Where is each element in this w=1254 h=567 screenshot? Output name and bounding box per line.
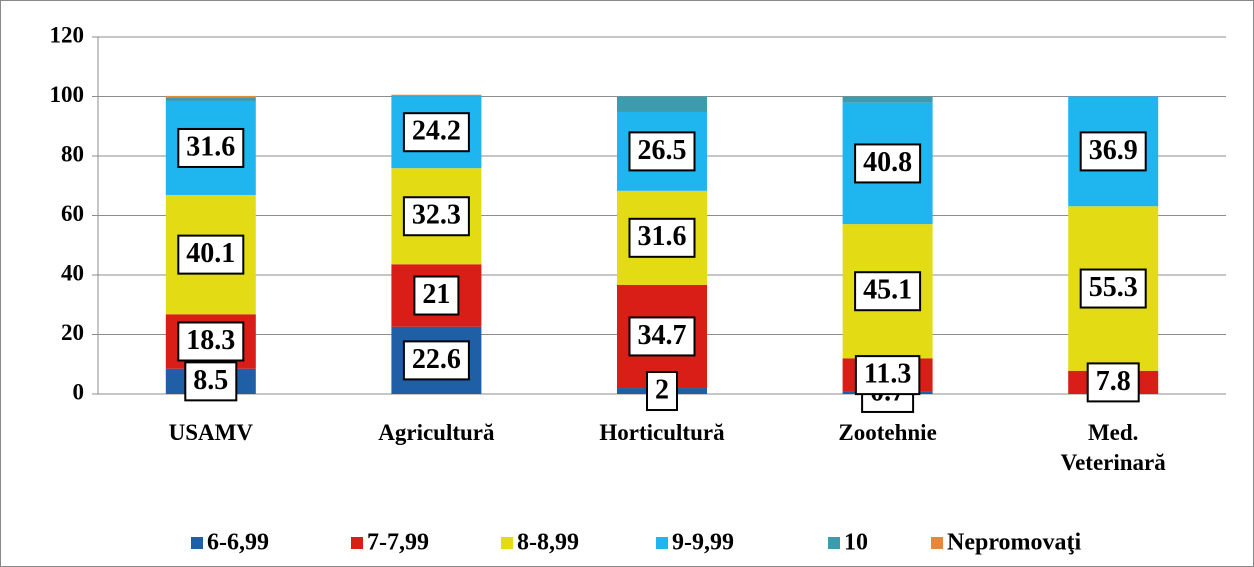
data-label: 11.3 bbox=[854, 355, 921, 396]
x-tick-label: Horticultură bbox=[599, 420, 725, 445]
data-label-text: 31.6 bbox=[638, 221, 687, 252]
data-label-box bbox=[1079, 131, 1147, 172]
data-label-text: 11.3 bbox=[864, 359, 911, 390]
data-label: 31.6 bbox=[628, 217, 696, 258]
data-label-text: 45.1 bbox=[863, 275, 912, 306]
bar-segment bbox=[842, 96, 933, 103]
data-label-text: 26.5 bbox=[638, 135, 687, 166]
legend-label: 9-9,99 bbox=[672, 530, 734, 556]
y-tick-label: 60 bbox=[61, 201, 84, 226]
data-label: 45.1 bbox=[854, 271, 922, 312]
data-label: 7.8 bbox=[1086, 362, 1140, 403]
data-label: 32.3 bbox=[402, 196, 470, 237]
y-tick-label: 0 bbox=[73, 379, 85, 404]
data-label: 40.1 bbox=[177, 234, 245, 275]
bar-segment bbox=[391, 95, 482, 97]
y-tick-label: 20 bbox=[61, 320, 84, 345]
x-tick-label: Zootehnie bbox=[838, 420, 937, 445]
data-label: 2 bbox=[646, 371, 678, 412]
data-label-text: 36.9 bbox=[1089, 135, 1138, 166]
data-label-box bbox=[413, 275, 460, 316]
data-label-box bbox=[1086, 362, 1140, 403]
legend-swatch bbox=[828, 537, 840, 549]
data-label: 36.9 bbox=[1079, 131, 1147, 172]
data-label-box bbox=[628, 316, 696, 357]
legend-label: 8-8,99 bbox=[517, 530, 579, 556]
data-label-text: 40.1 bbox=[186, 238, 235, 269]
data-label-box bbox=[854, 143, 922, 184]
bar-segment bbox=[391, 94, 482, 96]
data-label-box bbox=[854, 271, 922, 312]
bar-segment bbox=[617, 96, 707, 112]
y-tick-label: 80 bbox=[61, 141, 84, 166]
data-label-text: 7.8 bbox=[1096, 366, 1131, 397]
x-tick-label: Agricultură bbox=[378, 420, 495, 445]
data-label-text: 32.3 bbox=[412, 200, 461, 231]
legend-swatch bbox=[656, 537, 668, 549]
data-label-text: 34.7 bbox=[638, 320, 687, 351]
legend-swatch bbox=[351, 537, 363, 549]
data-label-text: 2 bbox=[655, 374, 669, 405]
data-label: 24.2 bbox=[402, 112, 470, 153]
data-label-box bbox=[177, 321, 245, 362]
data-label: 55.3 bbox=[1079, 268, 1147, 309]
legend-label: 6-6,99 bbox=[207, 530, 269, 556]
data-label: 21 bbox=[413, 275, 460, 316]
data-label-text: 24.2 bbox=[412, 116, 461, 147]
data-label-box bbox=[646, 371, 678, 412]
data-label-box bbox=[854, 355, 921, 396]
x-tick-label: Med. Veterinară bbox=[1060, 420, 1166, 475]
legend-label: Nepromovaţi bbox=[947, 530, 1082, 556]
legend-label: 7-7,99 bbox=[367, 530, 429, 556]
data-label-box bbox=[402, 340, 470, 381]
data-label-box bbox=[628, 217, 696, 258]
data-label-box bbox=[177, 127, 245, 168]
bar-segment bbox=[165, 95, 256, 98]
data-label-text: 40.8 bbox=[863, 147, 912, 178]
data-label-text: 18.3 bbox=[186, 325, 235, 356]
data-label: 31.6 bbox=[177, 127, 245, 168]
data-label: 40.8 bbox=[854, 143, 922, 184]
legend-label: 10 bbox=[844, 530, 868, 556]
data-label-text: 31.6 bbox=[186, 131, 235, 162]
bar-segment bbox=[165, 97, 256, 101]
legend-swatch bbox=[931, 537, 943, 549]
data-label-text: 22.6 bbox=[412, 344, 461, 375]
data-label: 26.5 bbox=[628, 131, 696, 172]
data-label: 22.6 bbox=[402, 340, 470, 381]
data-label-box bbox=[628, 131, 696, 172]
y-tick-label: 100 bbox=[50, 82, 85, 107]
data-label-box bbox=[402, 112, 470, 153]
y-tick-label: 120 bbox=[50, 22, 85, 47]
data-label: 8.5 bbox=[184, 361, 238, 402]
data-label-box bbox=[1079, 268, 1147, 309]
data-label: 18.3 bbox=[177, 321, 245, 362]
data-label-text: 55.3 bbox=[1089, 272, 1138, 303]
data-label-text: 21 bbox=[422, 279, 450, 310]
data-label: 34.7 bbox=[628, 316, 696, 357]
x-tick-label: USAMV bbox=[168, 420, 253, 445]
data-label-box bbox=[184, 361, 238, 402]
legend-swatch bbox=[191, 537, 203, 549]
y-tick-label: 40 bbox=[61, 260, 84, 285]
data-label-box bbox=[402, 196, 470, 237]
legend-swatch bbox=[501, 537, 513, 549]
data-label-box bbox=[177, 234, 245, 275]
data-label-text: 8.5 bbox=[193, 365, 228, 396]
